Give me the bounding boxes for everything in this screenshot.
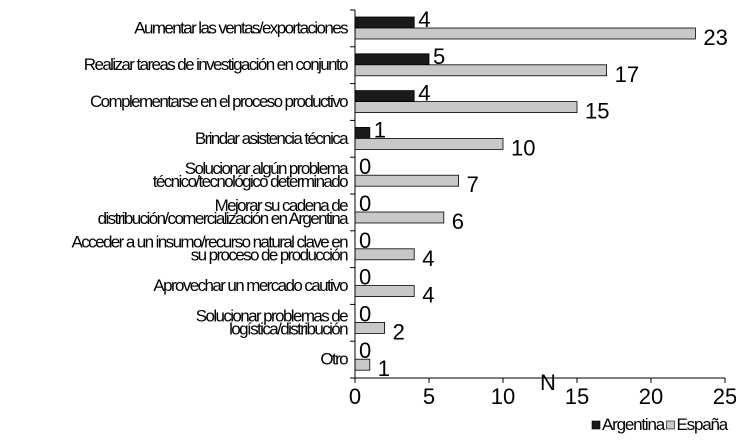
category-label-line: Mejorar su cadena de [215,196,349,215]
legend-label: Argentina [602,415,666,434]
x-tick-label: 15 [565,384,589,409]
category-label: Solucionar problemas de logística/distrib… [196,306,348,338]
bar-argentina [354,90,415,102]
category-label: Aumentar las ventas/exportaciones [134,18,348,37]
data-label-espana: 23 [703,25,727,50]
legend-swatch [666,420,675,430]
category-label-line: logística/distribución [229,319,348,338]
category-label-line: Aumentar las ventas/exportaciones [134,18,348,37]
data-label-espana: 15 [585,99,609,124]
category-label: Realizar tareas de investigación en conj… [84,55,348,74]
category-label-line: Brindar asistencia técnica [195,129,349,148]
category-label-line: Solucionar algún problema [185,159,349,178]
data-label-espana: 17 [615,62,639,87]
data-label-espana: 10 [511,135,535,160]
legend: Argentina España [591,415,730,434]
data-label-argentina: 0 [359,338,371,363]
data-label-argentina: 4 [418,81,430,106]
data-label-argentina: 4 [418,7,430,32]
legend-swatch [591,420,601,430]
data-label-espana: 2 [393,319,405,344]
data-label-espana: 1 [378,356,390,381]
data-label-argentina: 1 [374,117,386,142]
category-label: Solucionar algún problema técnico/tecnoló… [153,159,349,191]
category-label-line: su proceso de producción [191,246,348,265]
bar-espana [354,101,578,113]
bar-argentina [354,16,415,29]
x-axis-title: N [540,370,556,395]
bar-espana [354,27,696,40]
bar-argentina [354,127,371,139]
category-label-line: Solucionar problemas de [196,306,348,325]
category-label-line: técnico/tecnológico determinado [153,172,348,191]
bar-espana [354,64,608,77]
data-label-argentina: 0 [359,265,371,290]
category-label-line: Otro [320,350,348,369]
axes: 0 5 10 15 20 25N [349,9,736,409]
x-tick-label: 10 [491,384,515,409]
category-label-line: Complementarse en el proceso productivo [90,92,348,111]
bars [354,16,696,371]
x-tick-label: 20 [639,384,663,409]
category-label-line: Aprovechar un mercado cautivo [153,276,348,295]
bar-argentina [354,53,430,66]
category-label: Acceder a un insumo/recurso natural clav… [72,233,349,265]
data-label-argentina: 0 [359,191,371,216]
data-label-argentina: 0 [359,301,371,326]
category-label: Mejorar su cadena de distribución/comerci… [98,196,350,228]
category-label-line: Acceder a un insumo/recurso natural clav… [72,233,349,252]
x-tick-label: 0 [349,384,361,409]
category-label: Otro [320,350,348,369]
x-tick-label: 25 [713,384,736,409]
legend-label: España [677,415,729,434]
data-label-argentina: 5 [433,44,445,69]
data-label-espana: 7 [467,172,479,197]
data-label-espana: 4 [422,283,434,308]
category-labels: Aumentar las ventas/exportaciones Realiza… [72,18,351,369]
data-label-espana: 4 [422,246,434,271]
category-label: Complementarse en el proceso productivo [90,92,348,111]
category-label-line: Realizar tareas de investigación en conj… [84,55,348,74]
data-label-argentina: 0 [359,154,371,179]
category-label: Aprovechar un mercado cautivo [153,276,348,295]
data-label-argentina: 0 [359,228,371,253]
x-tick-label: 5 [423,384,435,409]
data-label-espana: 6 [452,209,464,234]
category-label-line: distribución/comercialización en Argenti… [98,209,350,228]
category-label: Brindar asistencia técnica [195,129,349,148]
